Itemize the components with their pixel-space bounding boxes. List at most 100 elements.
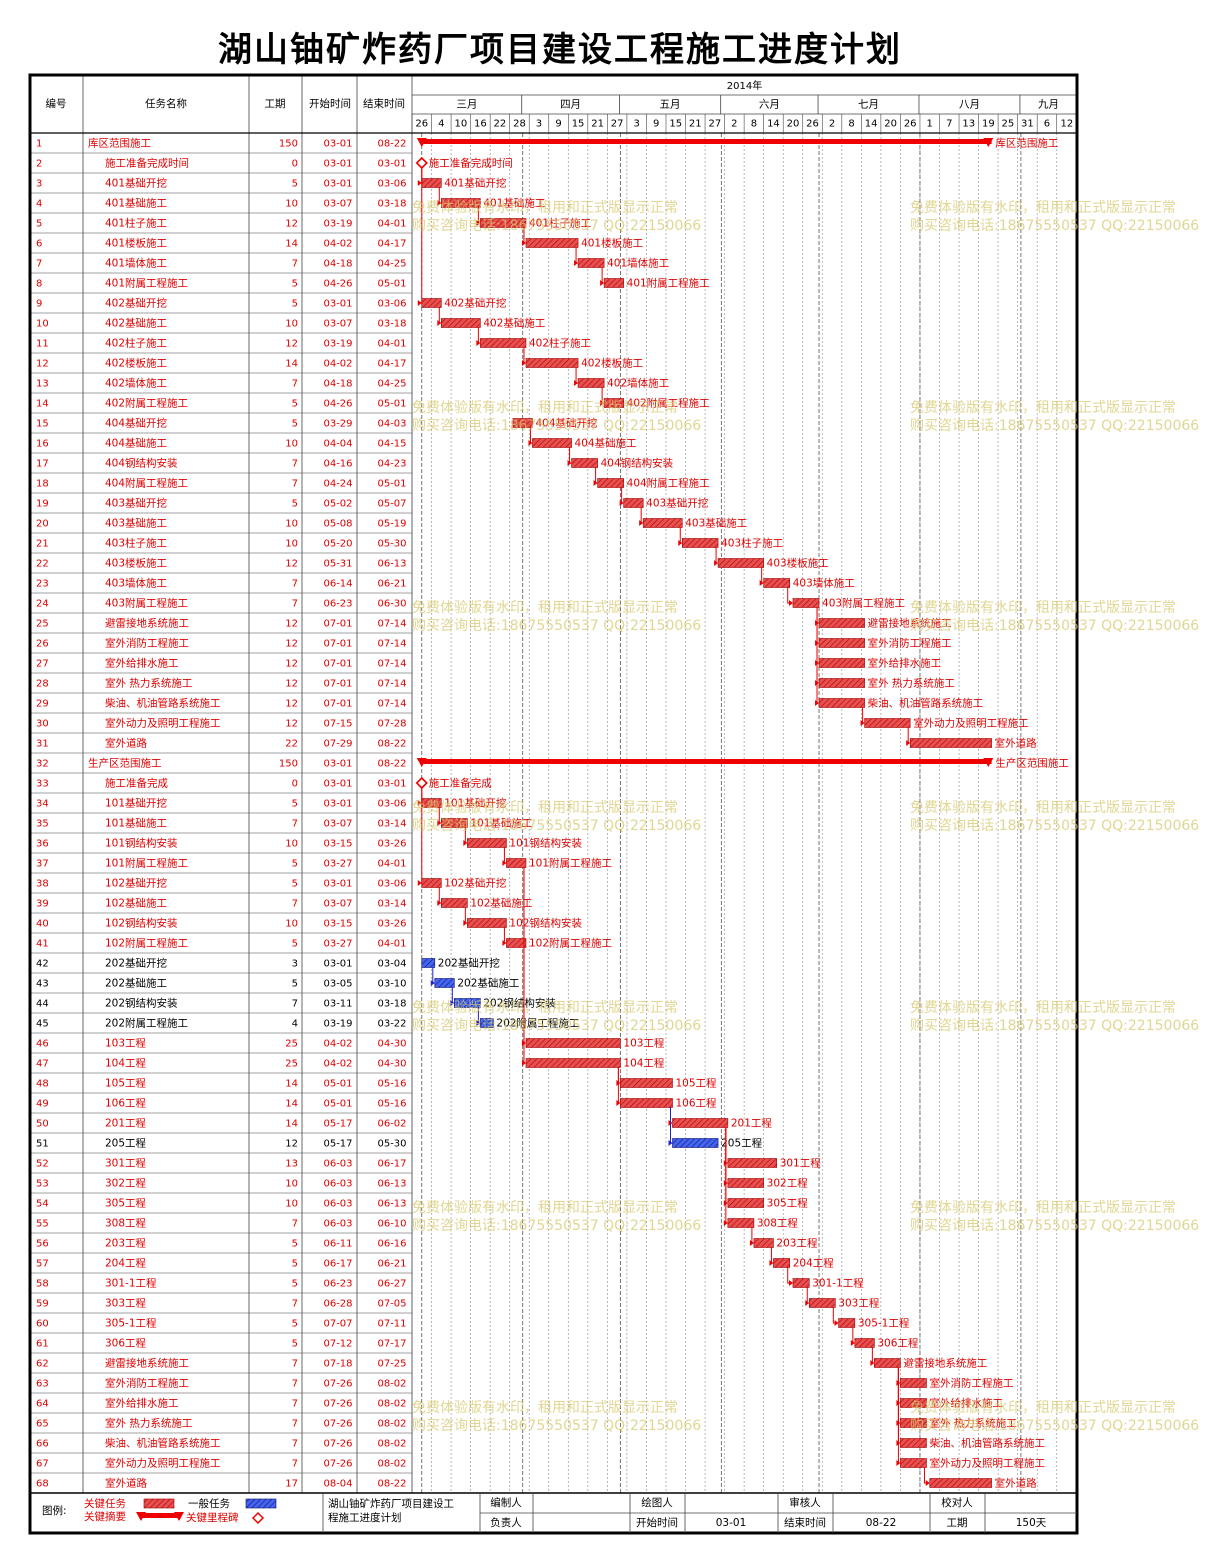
task-start: 04-26: [323, 279, 352, 290]
task-name: 102钢结构安装: [105, 917, 178, 930]
task-id: 21: [36, 539, 49, 550]
task-duration: 7: [292, 1299, 298, 1310]
bar-label: 室外 热力系统施工: [868, 677, 955, 690]
bar-label: 306工程: [877, 1338, 919, 1350]
tick-label: 14: [767, 119, 780, 130]
bar-label: 101基础开挖: [444, 797, 506, 810]
footer-end-label: 结束时间: [784, 1516, 826, 1529]
bar-label: 203工程: [776, 1238, 818, 1250]
task-name: 103工程: [105, 1038, 147, 1050]
bar-label: 403附属工程施工: [822, 597, 905, 610]
task-bar: [874, 1358, 901, 1368]
tick-label: 21: [689, 119, 702, 130]
task-name: 301工程: [105, 1158, 147, 1170]
task-duration: 7: [292, 1359, 298, 1370]
task-id: 30: [36, 719, 49, 730]
dependency-arrow: [502, 940, 507, 946]
task-name: 室外给排水施工: [105, 657, 179, 670]
bar-label: 102附属工程施工: [529, 937, 612, 950]
task-name: 204工程: [105, 1258, 147, 1270]
dependency-arrow: [870, 1360, 875, 1366]
task-name: 401墙体施工: [105, 257, 167, 270]
task-duration: 5: [292, 799, 298, 810]
tick-label: 21: [591, 119, 604, 130]
task-start: 03-19: [323, 1019, 352, 1030]
task-name: 施工准备完成: [105, 777, 168, 790]
task-duration: 7: [292, 819, 298, 830]
task-start: 07-15: [323, 719, 352, 730]
bar-label: 403柱子施工: [721, 537, 783, 550]
task-name: 403柱子施工: [105, 537, 167, 550]
task-start: 07-26: [323, 1419, 352, 1430]
task-bar: [441, 198, 481, 208]
bar-label: 305工程: [767, 1198, 809, 1210]
task-id: 49: [36, 1099, 49, 1110]
dependency-arrow: [521, 360, 526, 366]
month-label: 七月: [858, 99, 879, 111]
task-name: 室外 热力系统施工: [105, 1417, 192, 1430]
dependency-link: [529, 427, 531, 444]
task-id: 52: [36, 1159, 49, 1170]
task-id: 63: [36, 1379, 49, 1390]
bar-label: 室外动力及照明工程施工: [913, 717, 1029, 730]
task-start: 03-19: [323, 339, 352, 350]
task-start: 05-31: [323, 559, 352, 570]
task-duration: 7: [292, 899, 298, 910]
task-name: 102附属工程施工: [105, 937, 188, 950]
task-duration: 12: [285, 219, 298, 230]
task-start: 03-01: [323, 779, 352, 790]
header-duration: 工期: [265, 98, 286, 110]
tick-label: 9: [653, 119, 659, 130]
tick-label: 3: [536, 119, 542, 130]
task-end: 07-11: [377, 1319, 406, 1330]
task-duration: 12: [285, 679, 298, 690]
task-id: 18: [36, 479, 49, 490]
dependency-link: [575, 247, 577, 264]
task-end: 03-22: [377, 1019, 406, 1030]
task-id: 26: [36, 639, 49, 650]
dependency-link: [601, 267, 603, 284]
task-start: 07-01: [323, 679, 352, 690]
task-id: 20: [36, 519, 49, 530]
dependency-link: [503, 847, 505, 864]
bar-label: 205工程: [721, 1138, 763, 1150]
dependency-arrow: [834, 1320, 839, 1326]
bar-label: 402基础施工: [483, 317, 545, 330]
task-duration: 14: [285, 1099, 298, 1110]
task-id: 50: [36, 1119, 49, 1130]
tick-label: 4: [438, 119, 444, 130]
task-start: 04-02: [323, 359, 352, 370]
dependency-link: [477, 327, 479, 344]
task-bar: [571, 458, 598, 468]
bar-label: 401基础开挖: [444, 177, 506, 190]
task-id: 42: [36, 959, 49, 970]
bar-label: 202钢结构安装: [483, 997, 556, 1010]
dependency-arrow: [769, 1260, 774, 1266]
task-duration: 17: [285, 1479, 298, 1490]
task-name: 402楼板施工: [105, 357, 167, 370]
tick-label: 10: [454, 119, 467, 130]
task-name: 104工程: [105, 1058, 147, 1070]
bar-label: 室外消防工程施工: [868, 637, 952, 650]
task-duration: 7: [292, 599, 298, 610]
bar-label: 105工程: [675, 1078, 717, 1090]
task-name: 403基础开挖: [105, 497, 167, 510]
task-name: 101基础开挖: [105, 797, 167, 810]
tick-label: 7: [946, 119, 952, 130]
task-start: 06-03: [323, 1219, 352, 1230]
task-start: 07-26: [323, 1379, 352, 1390]
task-end: 03-18: [377, 999, 406, 1010]
task-id: 34: [36, 799, 49, 810]
task-start: 07-29: [323, 739, 352, 750]
month-label: 九月: [1038, 99, 1059, 111]
task-start: 07-26: [323, 1439, 352, 1450]
task-end: 08-02: [377, 1379, 406, 1390]
task-bar: [480, 338, 527, 348]
tick-label: 22: [494, 119, 507, 130]
task-bar: [900, 1378, 927, 1388]
summary-cap-end: [983, 758, 994, 767]
task-start: 03-01: [323, 179, 352, 190]
task-start: 03-27: [323, 859, 352, 870]
task-end: 06-13: [377, 559, 406, 570]
bar-label: 106工程: [675, 1098, 717, 1110]
